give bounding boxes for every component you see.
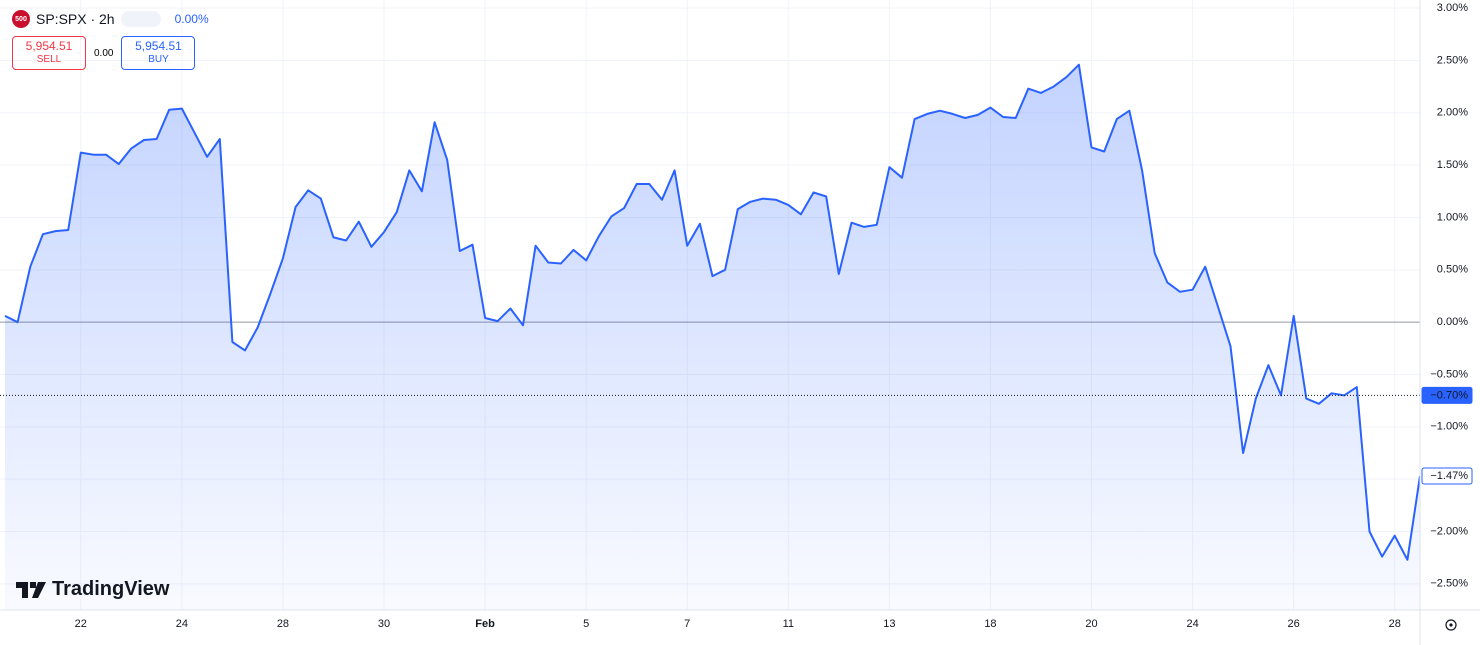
y-tick-label: 0.00% — [1437, 316, 1468, 328]
symbol[interactable]: SP:SPX · 2h — [36, 11, 115, 27]
x-tick-label: 30 — [378, 618, 390, 630]
price-line — [4, 63, 1421, 561]
buy-button[interactable]: 5,954.51 BUY — [121, 36, 196, 70]
brand-logo[interactable]: TradingView — [16, 578, 169, 601]
y-tick-label: 3.00% — [1437, 2, 1468, 14]
brand-mark — [16, 581, 46, 598]
x-tick-label: 22 — [75, 618, 87, 630]
status-pill — [120, 11, 161, 27]
y-tick-label: −1.00% — [1430, 421, 1468, 433]
x-tick-label: 24 — [176, 618, 188, 630]
y-tick-label: 2.00% — [1437, 107, 1468, 119]
sell-button[interactable]: 5,954.51 SELL — [12, 36, 86, 70]
sell-price: 5,954.51 — [25, 39, 73, 53]
axes: 3.00% 2.50% 2.00% 1.50% 1.00% 0.50% 0.00% −0.50… — [75, 2, 1473, 630]
x-tick-label: 20 — [1085, 618, 1097, 630]
x-tick-label: 28 — [1389, 618, 1401, 630]
x-tick-label: 13 — [883, 618, 895, 630]
x-tick-label: 26 — [1288, 618, 1300, 630]
x-tick-label: 18 — [984, 618, 996, 630]
marker-label: −0.70% — [1430, 389, 1468, 401]
y-tick-label: −0.50% — [1430, 368, 1468, 380]
y-tick-label: −2.50% — [1430, 578, 1468, 590]
y-tick-label: −2.00% — [1430, 525, 1468, 537]
plot — [0, 63, 1421, 610]
x-tick-label: 5 — [583, 618, 589, 630]
spread: 0.00 — [94, 47, 114, 59]
brand-name: TradingView — [52, 578, 170, 600]
marker-label: −1.47% — [1430, 470, 1468, 482]
y-tick-label: 0.50% — [1437, 264, 1468, 276]
y-tick-label: 2.50% — [1437, 54, 1468, 66]
buy-label: BUY — [148, 54, 169, 65]
settings-dot — [1449, 623, 1453, 627]
x-tick-label: 28 — [277, 618, 289, 630]
sell-label: SELL — [36, 54, 62, 65]
marker-badge — [1421, 467, 1473, 485]
buy-price: 5,954.51 — [135, 39, 182, 53]
symbol-icon: 500 — [12, 10, 30, 28]
x-tick-label: 7 — [684, 618, 690, 630]
x-tick-label: Feb — [475, 618, 495, 630]
marker-badge — [1421, 386, 1473, 404]
price-axis-bg — [1420, 0, 1480, 645]
symbol-header: 500 SP:SPX · 2h 0.00% — [12, 10, 209, 28]
x-tick-label: 11 — [783, 618, 794, 630]
settings-button[interactable] — [1445, 619, 1457, 631]
change: 0.00% — [174, 12, 209, 26]
y-tick-label: 1.00% — [1437, 211, 1468, 223]
area-fill — [5, 64, 1420, 610]
x-tick-label: 24 — [1186, 618, 1198, 630]
y-tick-label: 1.50% — [1437, 159, 1468, 171]
trade-panel: 5,954.51 SELL 0.00 5,954.51 BUY — [12, 36, 196, 70]
